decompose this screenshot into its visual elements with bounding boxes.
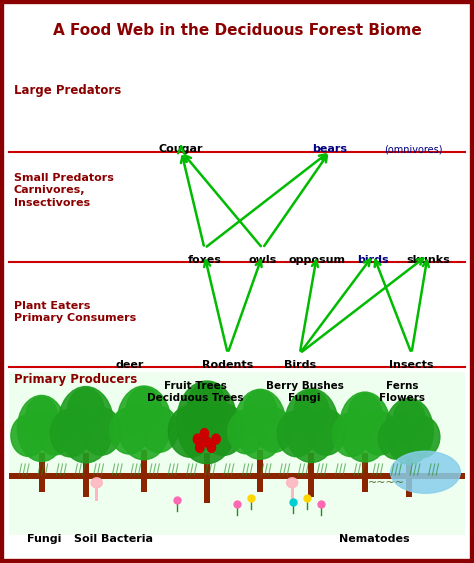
Ellipse shape (294, 390, 329, 432)
Text: Primary Producers: Primary Producers (14, 373, 137, 386)
Ellipse shape (390, 414, 414, 443)
Ellipse shape (109, 408, 148, 454)
Text: opposum: opposum (289, 255, 346, 265)
Ellipse shape (81, 408, 121, 455)
Text: Berry Bushes
Fungi: Berry Bushes Fungi (265, 381, 343, 403)
Ellipse shape (393, 400, 425, 437)
Ellipse shape (127, 387, 162, 430)
Ellipse shape (391, 452, 460, 493)
Ellipse shape (11, 415, 46, 457)
Ellipse shape (64, 405, 91, 438)
Text: ~~~~: ~~~~ (367, 478, 404, 488)
Ellipse shape (348, 394, 382, 433)
Circle shape (196, 443, 204, 452)
Text: Nematodes: Nematodes (339, 534, 410, 544)
Ellipse shape (228, 410, 264, 454)
Text: Birds: Birds (284, 360, 316, 370)
Ellipse shape (287, 478, 298, 488)
Ellipse shape (117, 386, 171, 460)
Ellipse shape (22, 411, 46, 440)
Ellipse shape (139, 406, 178, 453)
Ellipse shape (385, 398, 433, 464)
Ellipse shape (68, 388, 104, 431)
Ellipse shape (168, 405, 212, 457)
Text: Soil Bacteria: Soil Bacteria (74, 534, 153, 544)
Ellipse shape (122, 404, 149, 436)
Text: (omnivores): (omnivores) (384, 144, 443, 154)
Ellipse shape (361, 411, 397, 455)
Ellipse shape (339, 392, 391, 462)
Text: Plant Eaters
Primary Consumers: Plant Eaters Primary Consumers (14, 301, 136, 323)
Text: Cougar: Cougar (159, 144, 203, 154)
Ellipse shape (307, 409, 346, 455)
Text: birds: birds (357, 255, 389, 265)
Text: Insects: Insects (389, 360, 434, 370)
Text: Rodents: Rodents (202, 360, 253, 370)
Circle shape (212, 434, 220, 444)
Text: Fruit Trees
Deciduous Trees: Fruit Trees Deciduous Trees (147, 381, 243, 403)
Bar (9, 372, 465, 535)
Text: Large Predators: Large Predators (14, 84, 121, 97)
Ellipse shape (176, 381, 237, 464)
Ellipse shape (378, 418, 413, 459)
Ellipse shape (201, 404, 245, 455)
Ellipse shape (332, 413, 369, 457)
Bar (204, 453, 210, 503)
Ellipse shape (290, 406, 317, 439)
Ellipse shape (58, 387, 114, 463)
Ellipse shape (235, 390, 286, 459)
Bar (309, 453, 314, 497)
Ellipse shape (50, 409, 91, 457)
Ellipse shape (18, 395, 66, 462)
Bar (9, 473, 465, 479)
Bar (406, 455, 412, 497)
Ellipse shape (240, 406, 265, 436)
Circle shape (207, 443, 216, 452)
Ellipse shape (187, 383, 227, 430)
Text: bears: bears (312, 144, 347, 154)
Ellipse shape (91, 478, 102, 488)
Circle shape (202, 437, 211, 447)
Ellipse shape (405, 416, 440, 458)
Text: Small Predators
Carnivores,
Insectivores: Small Predators Carnivores, Insectivores (14, 173, 114, 208)
Ellipse shape (256, 409, 293, 452)
Bar (83, 453, 89, 497)
Bar (291, 487, 294, 501)
Bar (257, 450, 263, 491)
Text: Ferns
Flowers: Ferns Flowers (379, 381, 425, 403)
Circle shape (193, 434, 201, 444)
Ellipse shape (182, 401, 213, 437)
Ellipse shape (37, 413, 73, 455)
Ellipse shape (277, 410, 316, 457)
Text: deer: deer (116, 360, 144, 370)
Bar (95, 487, 98, 501)
Ellipse shape (244, 391, 277, 430)
Bar (141, 450, 147, 491)
Text: owls: owls (248, 255, 277, 265)
Bar (362, 453, 368, 491)
Text: skunks: skunks (406, 255, 450, 265)
Text: A Food Web in the Deciduous Forest Biome: A Food Web in the Deciduous Forest Biome (53, 23, 421, 38)
Ellipse shape (345, 409, 370, 439)
Ellipse shape (284, 389, 338, 463)
Ellipse shape (26, 397, 57, 434)
Text: foxes: foxes (188, 255, 221, 265)
Text: Fungi: Fungi (27, 534, 61, 544)
Bar (38, 453, 45, 491)
Circle shape (200, 428, 209, 439)
